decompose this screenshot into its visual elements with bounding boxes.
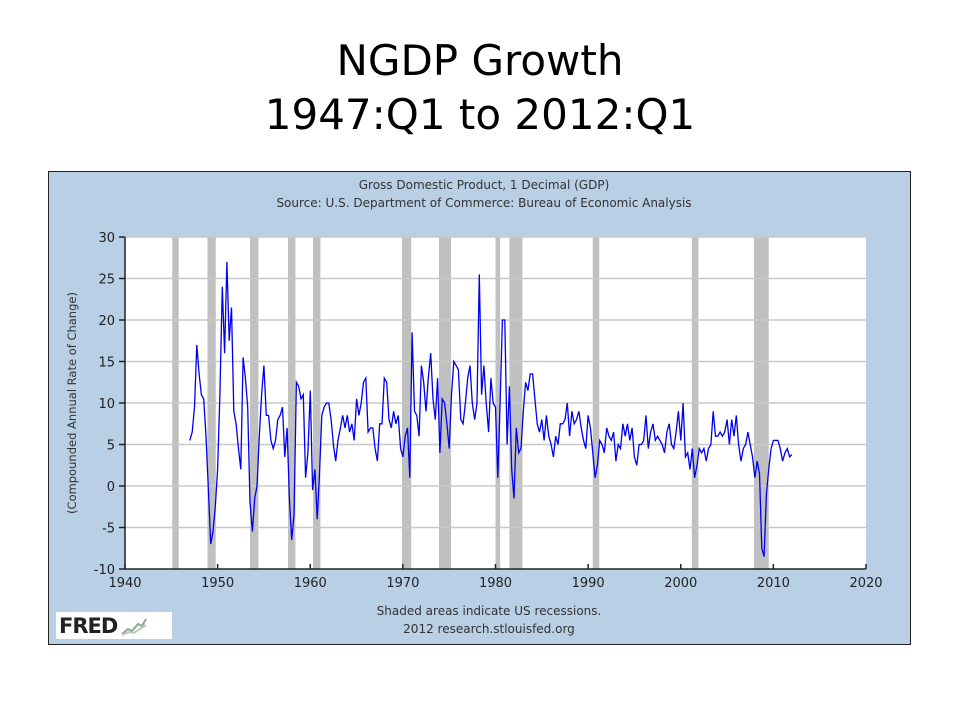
- slide-title-line1: NGDP Growth: [336, 36, 624, 85]
- y-tick-label: 20: [98, 314, 115, 329]
- gdp-series-line: [189, 261, 793, 557]
- y-tick-label: 25: [98, 273, 115, 288]
- x-tick-label: 2010: [757, 576, 790, 591]
- x-tick-label: 1990: [572, 576, 605, 591]
- note-source: 2012 research.stlouisfed.org: [403, 622, 575, 636]
- chart-svg: Gross Domestic Product, 1 Decimal (GDP) …: [65, 178, 883, 636]
- y-tick-label: 10: [98, 397, 115, 412]
- y-tick-label: -10: [94, 563, 115, 578]
- y-tick-label: 15: [98, 356, 115, 371]
- x-tick-label: 1940: [108, 576, 141, 591]
- fred-chart: Gross Domestic Product, 1 Decimal (GDP) …: [48, 171, 911, 645]
- y-tick-label: 30: [98, 231, 115, 246]
- x-tick-label: 1970: [386, 576, 419, 591]
- x-tick-label: 1980: [479, 576, 512, 591]
- chart-title: Gross Domestic Product, 1 Decimal (GDP): [359, 178, 610, 192]
- note-recessions: Shaded areas indicate US recessions.: [377, 604, 602, 618]
- y-tick-label: 0: [107, 480, 115, 495]
- slide-title: NGDP Growth 1947:Q1 to 2012:Q1: [0, 34, 960, 142]
- y-axis-label: (Compounded Annual Rate of Change): [65, 292, 79, 514]
- slide-title-line2: 1947:Q1 to 2012:Q1: [264, 90, 696, 139]
- x-tick-label: 1960: [294, 576, 327, 591]
- chart-subtitle: Source: U.S. Department of Commerce: Bur…: [276, 196, 691, 210]
- x-tick-label: 1950: [201, 576, 234, 591]
- x-tick-label: 2000: [664, 576, 697, 591]
- y-tick-label: 5: [107, 439, 115, 454]
- fred-logo-text: FRED: [59, 613, 118, 638]
- fred-logo: FRED: [56, 612, 172, 639]
- x-tick-label: 2020: [849, 576, 882, 591]
- chart-trend-icon: [121, 618, 148, 636]
- y-tick-label: -5: [102, 522, 115, 537]
